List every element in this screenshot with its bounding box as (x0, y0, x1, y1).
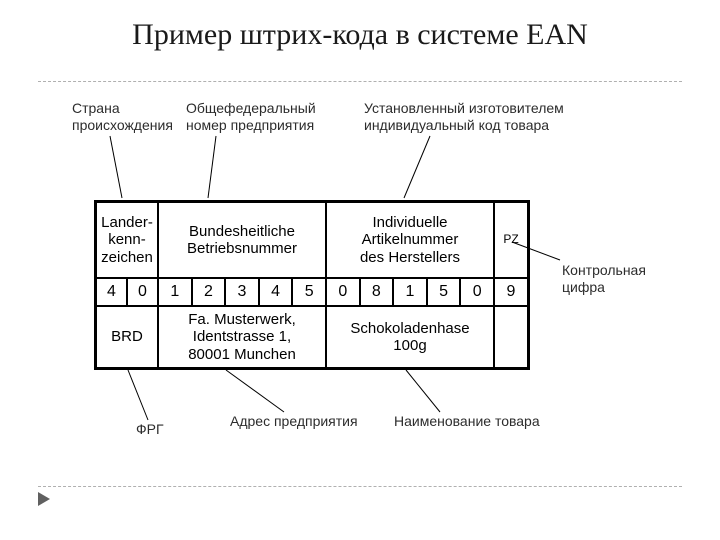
leader-bot3 (406, 370, 440, 412)
digit-d: 9 (494, 278, 528, 306)
callout-country: Странапроисхождения (72, 100, 173, 134)
ftr-country: BRD (96, 306, 158, 368)
digit-b2: 3 (225, 278, 259, 306)
row-footers: BRD Fa. Musterwerk,Identstrasse 1,80001 … (96, 306, 528, 368)
row-digits: 4 0 1 2 3 4 5 0 8 1 5 0 9 (96, 278, 528, 306)
digit-b3: 4 (259, 278, 293, 306)
play-marker-icon (38, 492, 50, 506)
hdr-country: Lander-kenn-zeichen (96, 202, 158, 278)
row-headers: Lander-kenn-zeichen BundesheitlicheBetri… (96, 202, 528, 278)
digit-c0: 0 (326, 278, 360, 306)
digit-a0: 4 (96, 278, 127, 306)
divider-bottom (38, 486, 682, 487)
leader-top2 (208, 136, 216, 198)
callout-brd: ФРГ (136, 421, 164, 438)
digit-c4: 0 (460, 278, 494, 306)
ftr-article: Schokoladenhase100g (326, 306, 494, 368)
leader-bot1 (128, 370, 148, 420)
digit-a1: 0 (127, 278, 158, 306)
ftr-pz-empty (494, 306, 528, 368)
slide: Пример штрих-кода в системе EAN Странапр… (0, 0, 720, 540)
divider-top (38, 81, 682, 82)
hdr-pz: PZ (494, 202, 528, 278)
callout-enterprise: Общефедеральныйномер предприятия (186, 100, 316, 134)
callout-address: Адрес предприятия (230, 413, 358, 430)
slide-title: Пример штрих-кода в системе EAN (0, 18, 720, 52)
callout-article: Установленный изготовителеминдивидуальны… (364, 100, 564, 134)
leader-top3 (404, 136, 430, 198)
digit-c3: 5 (427, 278, 461, 306)
callout-productname: Наименование товара (394, 413, 540, 430)
callout-checkdigit: Контрольнаяцифра (562, 262, 646, 296)
digit-c2: 1 (393, 278, 427, 306)
ftr-enterprise: Fa. Musterwerk,Identstrasse 1,80001 Munc… (158, 306, 326, 368)
leader-bot2 (226, 370, 284, 412)
hdr-article: IndividuelleArtikelnummerdes Herstellers (326, 202, 494, 278)
digit-b0: 1 (158, 278, 192, 306)
digit-b1: 2 (192, 278, 226, 306)
digit-c1: 8 (360, 278, 394, 306)
ean-table: Lander-kenn-zeichen BundesheitlicheBetri… (94, 200, 530, 370)
hdr-enterprise: BundesheitlicheBetriebsnummer (158, 202, 326, 278)
leader-top1 (110, 136, 122, 198)
digit-b4: 5 (292, 278, 326, 306)
